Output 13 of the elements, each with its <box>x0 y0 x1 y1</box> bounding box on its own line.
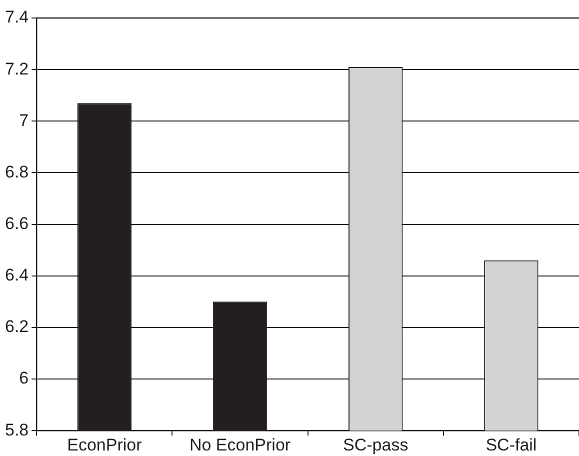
y-tick-label: 7 <box>19 110 29 130</box>
y-tick-label: 6.6 <box>4 214 29 233</box>
x-tick-label: No EconPrior <box>189 435 291 454</box>
x-tick-label: SC-fail <box>486 435 537 454</box>
y-tick-label: 6.2 <box>4 317 29 336</box>
y-tick-label: 7.2 <box>4 59 29 78</box>
y-tick-label: 6.4 <box>4 266 29 285</box>
y-tick-label: 6 <box>19 368 29 388</box>
x-tick-label: SC-pass <box>343 435 408 454</box>
y-tick-label: 7.4 <box>4 8 29 27</box>
y-tick-label: 6.8 <box>4 162 29 182</box>
y-tick-label: 5.8 <box>4 420 29 440</box>
x-tick-label: EconPrior <box>67 435 142 454</box>
